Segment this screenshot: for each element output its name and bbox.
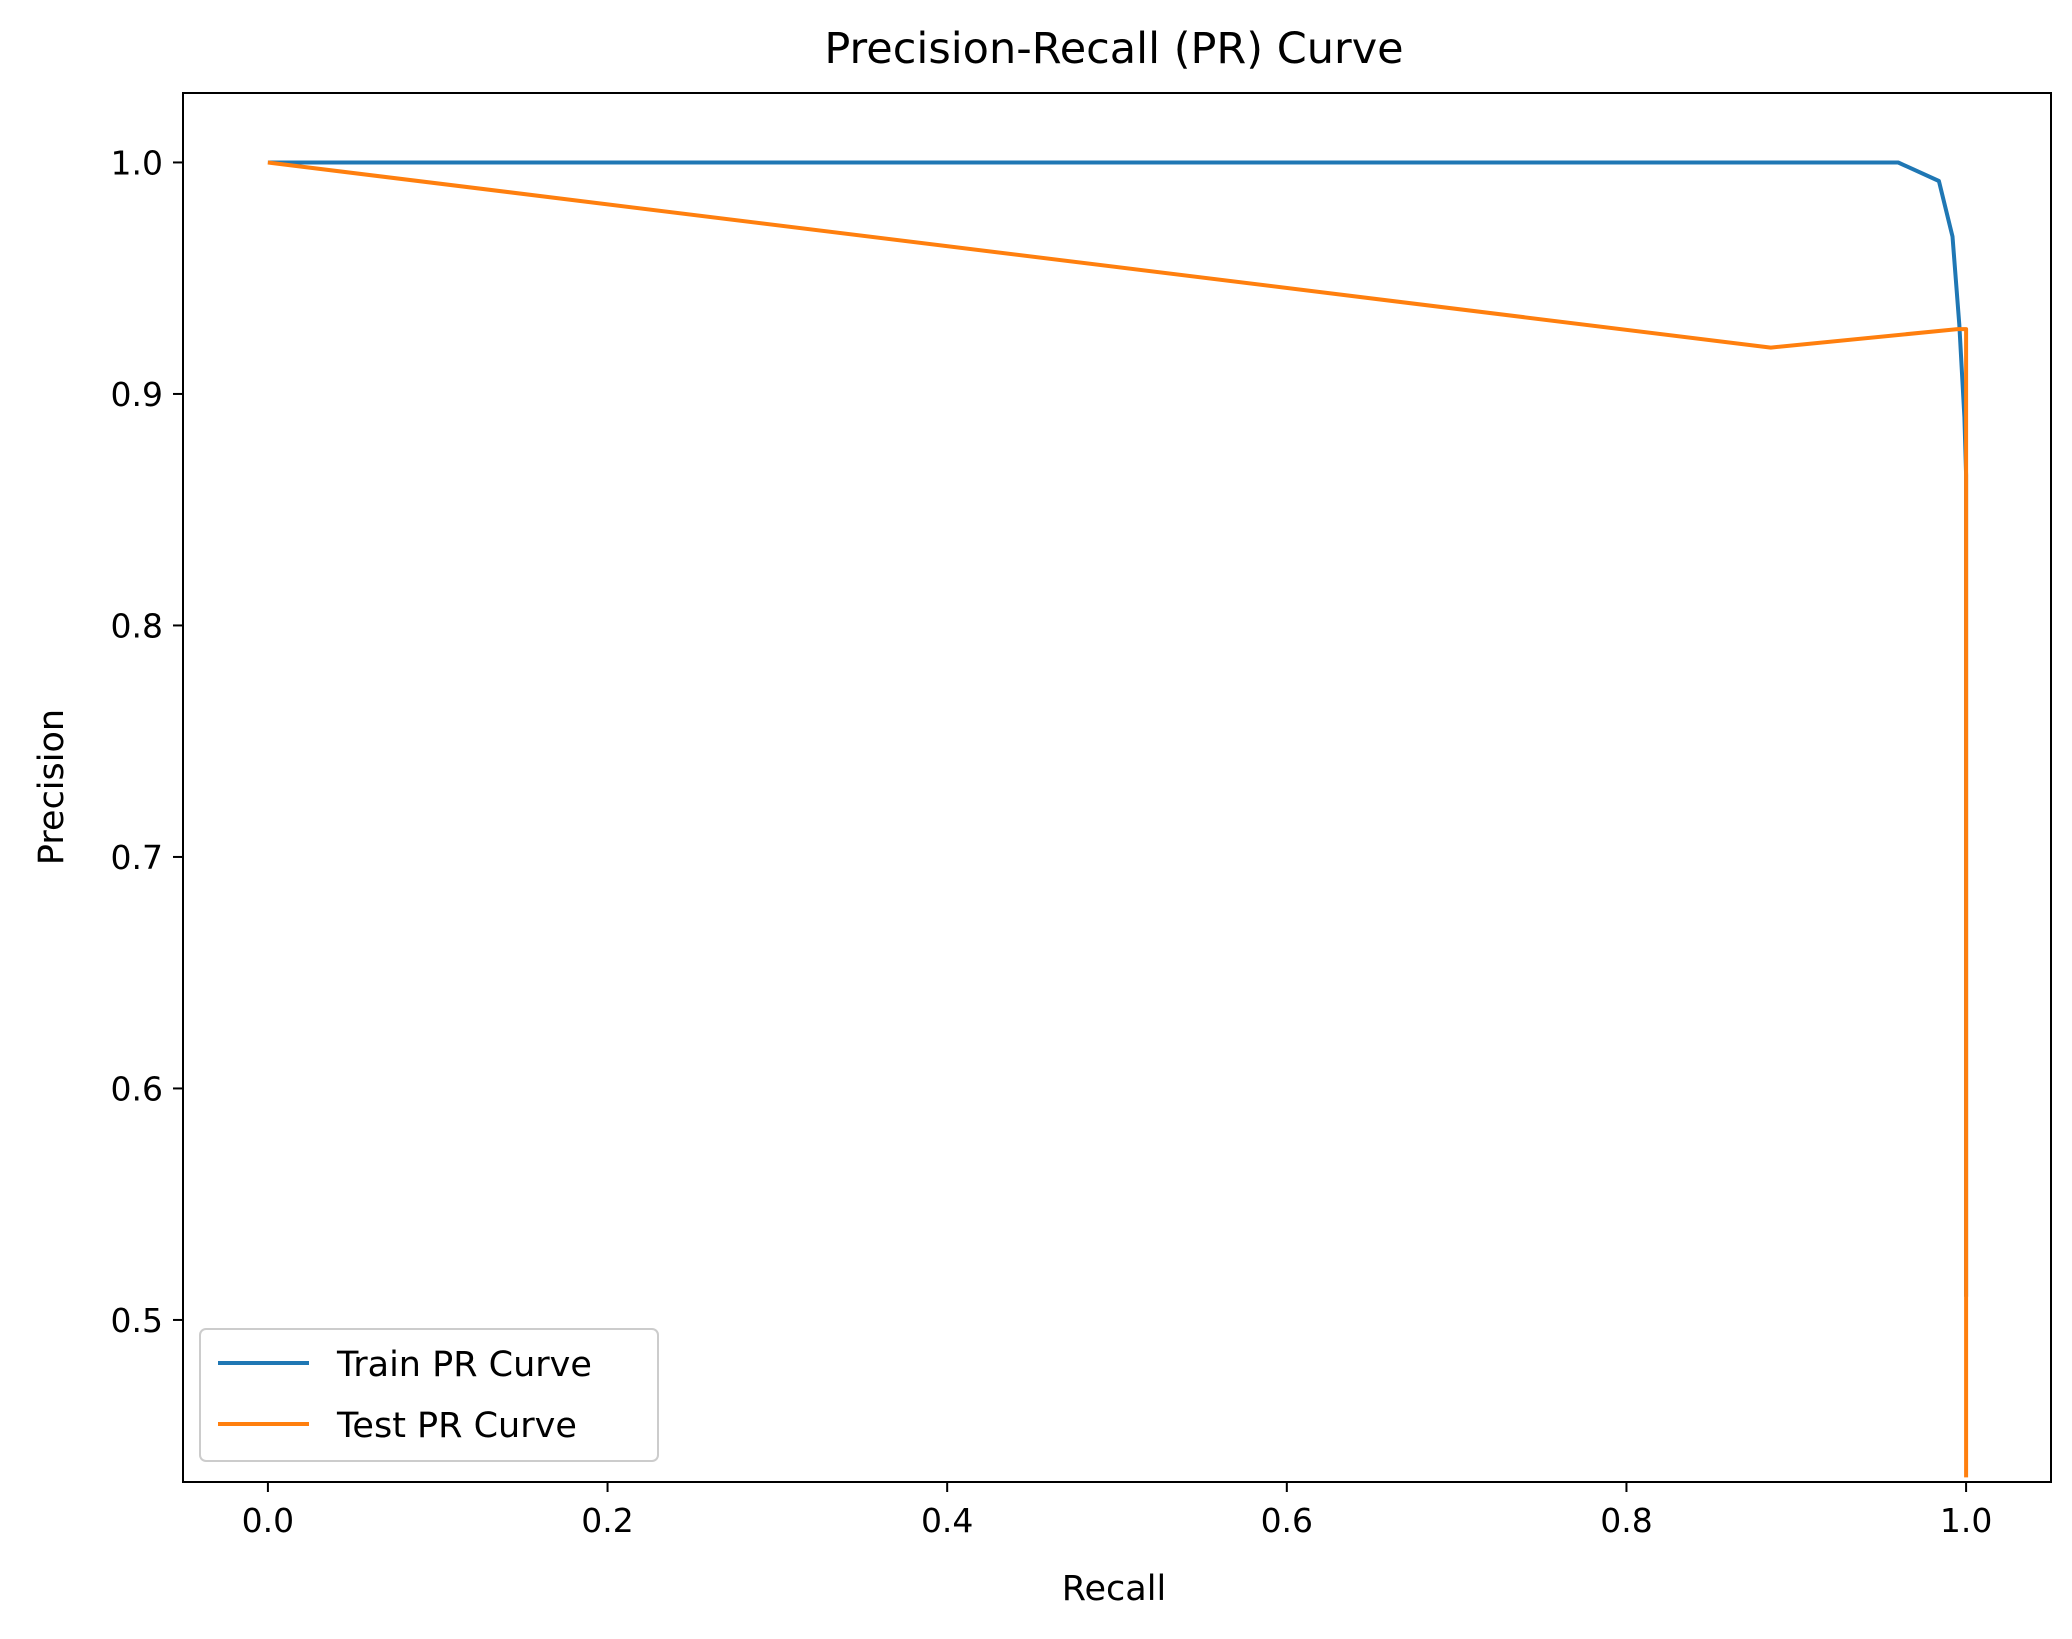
x-axis-label: Recall	[1062, 1569, 1166, 1609]
legend-label-test: Test PR Curve	[336, 1406, 577, 1446]
legend-box	[199, 1328, 659, 1462]
legend-label-train: Train PR Curve	[336, 1345, 592, 1385]
x-tick-label: 0.8	[1600, 1501, 1652, 1540]
chart-title: Precision-Recall (PR) Curve	[824, 24, 1403, 74]
x-axis: 0.0 0.2 0.4 0.6 0.8 1.0	[242, 1482, 1992, 1540]
y-axis-label: Precision	[32, 709, 72, 865]
y-tick-label: 0.5	[111, 1301, 163, 1340]
y-axis: 0.5 0.6 0.7 0.8 0.9 1.0	[111, 143, 183, 1340]
series-group	[267, 160, 1969, 1478]
y-tick-label: 0.8	[111, 606, 163, 645]
y-tick-label: 0.6	[111, 1069, 163, 1108]
y-tick-label: 1.0	[111, 143, 163, 182]
x-tick-label: 1.0	[1940, 1501, 1992, 1540]
x-tick-label: 0.0	[242, 1501, 294, 1540]
x-tick-label: 0.2	[581, 1501, 633, 1540]
test-pr-curve-line	[267, 160, 1969, 1478]
plot-area	[182, 92, 2052, 1483]
legend: Train PR Curve Test PR Curve	[199, 1328, 659, 1462]
x-tick-label: 0.6	[1261, 1501, 1313, 1540]
y-tick-label: 0.9	[111, 375, 163, 414]
y-tick-label: 0.7	[111, 838, 163, 877]
x-tick-label: 0.4	[921, 1501, 973, 1540]
